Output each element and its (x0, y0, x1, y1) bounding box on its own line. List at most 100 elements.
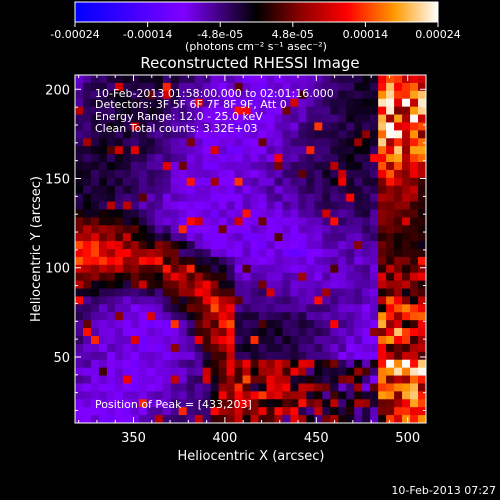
heatmap-pixel (138, 169, 148, 179)
heatmap-pixel (154, 296, 164, 305)
heatmap-pixel (298, 367, 307, 377)
heatmap-pixel (410, 359, 419, 369)
heatmap-pixel (418, 343, 426, 353)
heatmap-pixel (418, 114, 426, 124)
heatmap-pixel (90, 256, 100, 266)
heatmap-pixel (402, 280, 411, 290)
heatmap-pixel (402, 177, 411, 187)
heatmap-pixel (346, 375, 355, 385)
heatmap-pixel (386, 241, 395, 250)
heatmap-pixel (170, 256, 180, 266)
heatmap-pixel (394, 320, 403, 329)
heatmap-pixel (402, 359, 411, 369)
heatmap-pixel (146, 233, 156, 242)
heatmap-pixel (306, 146, 315, 155)
heatmap-pixel (266, 336, 276, 345)
heatmap-pixel (130, 328, 140, 337)
heatmap-pixel (170, 122, 180, 131)
heatmap-pixel (75, 177, 84, 187)
heatmap-pixel (75, 328, 84, 337)
heatmap-pixel (378, 177, 387, 187)
heatmap-pixel (210, 343, 220, 353)
heatmap-pixel (282, 217, 291, 226)
heatmap-pixel (330, 280, 339, 290)
heatmap-pixel (274, 90, 284, 100)
heatmap-pixel (194, 399, 204, 408)
heatmap-pixel (290, 98, 299, 108)
heatmap-pixel (226, 304, 236, 313)
heatmap-pixel (274, 185, 284, 195)
heatmap-pixel (122, 130, 132, 139)
heatmap-pixel (266, 225, 276, 234)
heatmap-pixel (210, 288, 220, 298)
heatmap-pixel (258, 383, 268, 392)
heatmap-pixel (290, 162, 299, 171)
heatmap-pixel (146, 351, 156, 361)
heatmap-pixel (106, 367, 116, 377)
heatmap-pixel (282, 383, 291, 392)
heatmap-pixel (290, 407, 299, 416)
annotation-peak: Position of Peak = [433,203] (95, 398, 252, 411)
heatmap-pixel (266, 304, 276, 313)
heatmap-pixel (226, 209, 236, 218)
heatmap-pixel (330, 288, 339, 298)
chart-title: Reconstructed RHESSI Image (140, 54, 359, 72)
heatmap-pixel (234, 264, 244, 274)
heatmap-pixel (322, 162, 331, 171)
heatmap-pixel (250, 217, 260, 226)
heatmap-pixel (338, 343, 347, 353)
heatmap-pixel (306, 122, 315, 131)
heatmap-pixel (106, 312, 116, 321)
heatmap-pixel (114, 312, 124, 321)
heatmap-pixel (338, 225, 347, 234)
heatmap-pixel (106, 209, 116, 218)
heatmap-pixel (298, 264, 307, 274)
heatmap-pixel (274, 106, 284, 116)
heatmap-pixel (290, 264, 299, 274)
heatmap-pixel (170, 241, 180, 250)
heatmap-pixel (402, 90, 411, 100)
heatmap-pixel (378, 312, 387, 321)
heatmap-pixel (146, 367, 156, 377)
heatmap-pixel (98, 193, 108, 203)
heatmap-pixel (394, 312, 403, 321)
heatmap-pixel (122, 106, 132, 116)
heatmap-pixel (218, 304, 228, 313)
heatmap-pixel (154, 98, 164, 108)
heatmap-pixel (322, 185, 331, 195)
heatmap-pixel (386, 304, 395, 313)
heatmap-pixel (75, 130, 84, 139)
heatmap-pixel (122, 138, 132, 147)
heatmap-pixel (82, 328, 92, 337)
heatmap-pixel (106, 130, 116, 139)
heatmap-pixel (210, 130, 220, 139)
heatmap-pixel (234, 351, 244, 361)
heatmap-pixel (274, 328, 284, 337)
heatmap-pixel (402, 272, 411, 282)
heatmap-pixel (138, 407, 148, 416)
heatmap-pixel (242, 82, 252, 92)
heatmap-pixel (194, 241, 204, 250)
heatmap-pixel (338, 138, 347, 147)
heatmap-pixel (130, 75, 140, 84)
heatmap-pixel (290, 225, 299, 234)
heatmap-pixel (218, 280, 228, 290)
heatmap-pixel (250, 351, 260, 361)
colorbar-tick-label: 0.00014 (343, 28, 389, 41)
heatmap-pixel (75, 154, 84, 163)
heatmap-pixel (242, 209, 252, 218)
heatmap-pixel (290, 383, 299, 392)
heatmap-pixel (218, 169, 228, 179)
heatmap-pixel (114, 193, 124, 203)
heatmap-pixel (194, 146, 204, 155)
heatmap-pixel (258, 146, 268, 155)
heatmap-pixel (154, 304, 164, 313)
heatmap-pixel (194, 359, 204, 369)
heatmap-pixel (322, 169, 331, 179)
heatmap-pixel (154, 185, 164, 195)
heatmap-pixel (75, 288, 84, 298)
heatmap-pixel (90, 154, 100, 163)
heatmap-pixel (234, 383, 244, 392)
heatmap-pixel (226, 264, 236, 274)
heatmap-pixel (234, 336, 244, 345)
